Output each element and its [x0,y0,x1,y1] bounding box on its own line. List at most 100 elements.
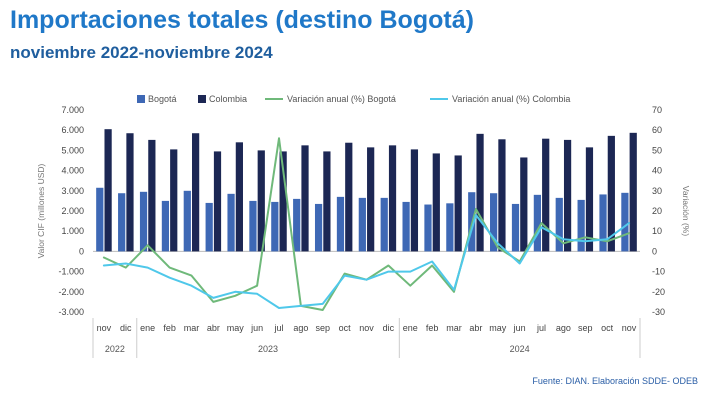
legend-label-bogota: Bogotá [148,94,177,104]
y-left-tick-label: 4.000 [61,166,84,176]
legend-swatch-var-bogota [265,98,283,100]
x-tick-label: sep [578,323,593,333]
bar-bogota [599,194,607,252]
bar-colombia [520,157,528,252]
bar-colombia [563,139,572,252]
x-tick-label: mar [184,323,200,333]
y-left-tick-label: 5.000 [61,145,84,155]
bar-colombia [432,153,440,252]
legend-swatch-colombia [198,95,206,103]
x-tick-label: jul [536,323,546,333]
x-tick-label: ago [556,323,571,333]
bar-bogota [227,193,235,252]
x-tick-label: ene [403,323,418,333]
bar-colombia [454,155,462,252]
x-tick-label: jun [250,323,263,333]
legend-item-bogota: Bogotá [137,94,177,104]
y-right-tick-label: -20 [652,287,665,297]
y-left-tick-label: 6.000 [61,125,84,135]
bar-colombia [410,149,419,252]
legend-swatch-bogota [137,95,145,103]
bar-bogota [511,203,520,252]
bar-bogota [314,203,323,252]
x-tick-label: ene [140,323,155,333]
bar-bogota [555,197,563,252]
bar-bogota [249,200,257,252]
source-note: Fuente: DIAN. Elaboración SDDE- ODEB [532,376,698,386]
bar-bogota [205,202,213,252]
bar-colombia [213,151,222,252]
bar-colombia [323,151,331,252]
x-tick-label: may [227,323,245,333]
bar-bogota [402,201,410,252]
x-tick-label: jul [273,323,283,333]
bar-colombia [104,129,112,252]
x-tick-label: nov [97,323,112,333]
x-tick-label: mar [446,323,462,333]
y-left-tick-label: 7.000 [61,105,84,115]
x-tick-label: dic [383,323,395,333]
bar-colombia [257,150,265,252]
bar-colombia [126,133,134,252]
legend-item-var-bogota: Variación anual (%) Bogotá [265,94,396,104]
bar-bogota [161,200,170,252]
year-label: 2023 [258,344,278,354]
y-right-tick-label: 70 [652,105,662,115]
bar-bogota [271,201,279,252]
x-tick-label: may [489,323,507,333]
bar-colombia [585,147,594,252]
x-tick-label: dic [120,323,132,333]
x-tick-label: nov [359,323,374,333]
x-tick-label: sep [315,323,330,333]
y-right-tick-label: 50 [652,145,662,155]
y-right-tick-label: 60 [652,125,662,135]
x-tick-label: nov [622,323,637,333]
y-right-tick-label: 30 [652,186,662,196]
bar-bogota [446,203,454,252]
chart-legend: Bogotá Colombia Variación anual (%) Bogo… [0,94,720,108]
legend-item-var-colombia: Variación anual (%) Colombia [430,94,570,104]
bar-colombia [629,132,637,252]
x-tick-label: ago [293,323,308,333]
x-tick-label: abr [469,323,482,333]
bar-bogota [96,187,104,252]
legend-label-colombia: Colombia [209,94,248,104]
bar-bogota [380,197,388,252]
y-left-tick-label: 2.000 [61,206,84,216]
y-right-axis-label: Variación (%) [681,186,691,237]
y-right-tick-label: -10 [652,267,665,277]
bar-colombia [498,139,506,252]
bar-colombia [301,145,309,252]
legend-label-var-bogota: Variación anual (%) Bogotá [287,94,396,104]
bar-bogota [577,199,585,252]
x-tick-label: abr [207,323,220,333]
x-tick-label: feb [426,323,439,333]
y-left-tick-label: -3.000 [58,307,84,317]
bar-colombia [607,135,615,252]
legend-item-colombia: Colombia [198,94,247,104]
bar-bogota [183,190,191,252]
y-left-tick-label: 3.000 [61,186,84,196]
legend-label-var-colombia: Variación anual (%) Colombia [452,94,571,104]
y-right-tick-label: -30 [652,307,665,317]
bar-bogota [139,191,148,252]
bar-colombia [367,147,375,252]
y-right-tick-label: 40 [652,166,662,176]
legend-swatch-var-colombia [430,98,448,100]
bar-colombia [476,133,484,252]
chart-subtitle: noviembre 2022-noviembre 2024 [10,43,273,62]
y-right-tick-label: 10 [652,226,662,236]
bar-colombia [279,151,287,252]
y-right-tick-label: 0 [652,246,657,256]
bar-colombia [235,142,243,252]
year-label: 2024 [510,344,530,354]
bar-colombia [192,133,200,252]
bar-colombia [170,149,178,252]
bar-bogota [621,192,629,252]
bar-bogota [293,198,301,252]
bar-colombia [388,145,397,252]
y-right-tick-label: 20 [652,206,662,216]
x-tick-label: oct [601,323,614,333]
year-label: 2022 [105,344,125,354]
